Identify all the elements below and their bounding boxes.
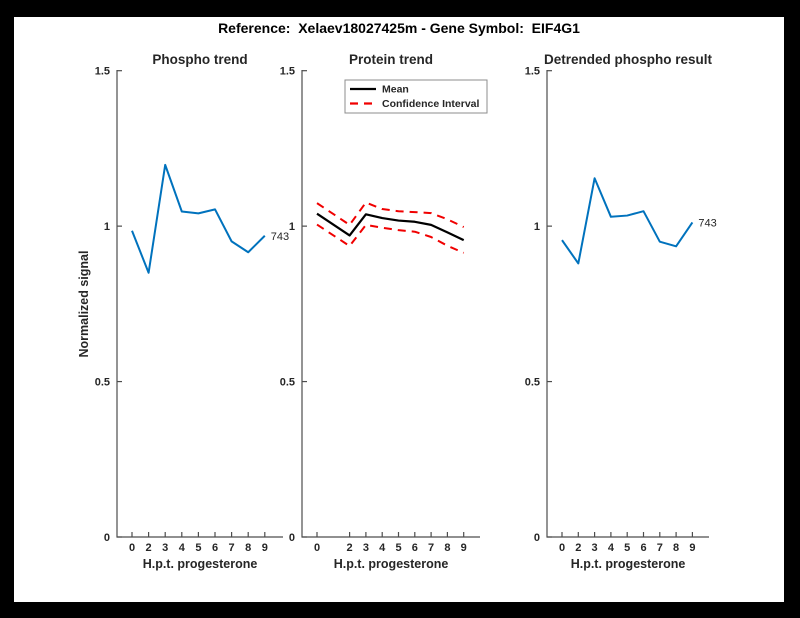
y-tick-label: 1 <box>289 221 295 233</box>
protein-trend-plot: 0 0.5 1 1.5 0 2 3 4 5 6 7 8 9 Protein trend H.p.t. pro… <box>280 52 488 571</box>
legend-confidence-interval-label: Confidence Interval <box>382 98 480 110</box>
x-tick-label: 8 <box>444 542 450 554</box>
x-tick-label: 2 <box>575 542 581 554</box>
y-tick-label: 0.5 <box>280 377 295 389</box>
y-tick-label: 0 <box>104 532 110 544</box>
x-tick-label: 3 <box>162 542 168 554</box>
x-tick-label: 0 <box>559 542 565 554</box>
x-tick-label: 0 <box>314 542 320 554</box>
x-tick-label: 2 <box>347 542 353 554</box>
y-tick-label: 1.5 <box>95 66 110 78</box>
end-label-743: 743 <box>698 217 716 229</box>
y-axis-label: Normalized signal <box>77 251 91 358</box>
y-tick-label: 1.5 <box>525 66 540 78</box>
x-tick-label: 3 <box>592 542 598 554</box>
y-tick-label: 0.5 <box>525 377 540 389</box>
figure-canvas: Reference: Xelaev18027425m - Gene Symbol… <box>14 17 784 602</box>
y-tick-label: 0 <box>289 532 295 544</box>
x-tick-label: 0 <box>129 542 135 554</box>
axis-line <box>301 70 480 538</box>
x-tick-label: 4 <box>379 542 386 554</box>
legend-box <box>344 79 488 114</box>
series-confidence-interval-upper-line <box>316 201 465 228</box>
series-detrended-phospho-line <box>561 177 694 265</box>
y-tick-label: 0.5 <box>95 377 110 389</box>
x-axis-label: H.p.t. progesterone <box>571 557 686 571</box>
axis-line <box>116 70 283 538</box>
y-tick-label: 0 <box>534 532 540 544</box>
axis-line <box>546 70 709 538</box>
plot-title: Protein trend <box>349 52 433 67</box>
x-axis-label: H.p.t. progesterone <box>334 557 449 571</box>
x-axis-label: H.p.t. progesterone <box>143 557 258 571</box>
legend-mean-label: Mean <box>382 84 409 96</box>
x-tick-label: 6 <box>640 542 646 554</box>
x-tick-label: 4 <box>179 542 186 554</box>
x-tick-label: 5 <box>195 542 201 554</box>
x-tick-label: 7 <box>657 542 663 554</box>
series-confidence-interval-lower-line <box>316 223 465 254</box>
y-tick-label: 1 <box>104 221 110 233</box>
x-tick-label: 7 <box>428 542 434 554</box>
y-tick-label: 1 <box>534 221 540 233</box>
x-tick-label: 8 <box>673 542 679 554</box>
x-tick-label: 5 <box>395 542 401 554</box>
plot-title: Detrended phospho result <box>544 52 713 67</box>
x-tick-label: 9 <box>262 542 268 554</box>
x-tick-label: 8 <box>245 542 251 554</box>
plot-title: Phospho trend <box>152 52 247 67</box>
x-tick-label: 2 <box>146 542 152 554</box>
series-phospho-line <box>131 163 266 274</box>
y-tick-label: 1.5 <box>280 66 295 78</box>
x-tick-label: 3 <box>363 542 369 554</box>
x-tick-label: 7 <box>229 542 235 554</box>
end-label-743: 743 <box>271 231 289 243</box>
x-tick-label: 6 <box>412 542 418 554</box>
x-tick-label: 6 <box>212 542 218 554</box>
series-mean-line <box>316 212 465 242</box>
x-tick-label: 9 <box>689 542 695 554</box>
x-tick-label: 5 <box>624 542 630 554</box>
x-tick-label: 4 <box>608 542 615 554</box>
figure-title: Reference: Xelaev18027425m - Gene Symbol… <box>218 20 580 36</box>
x-tick-label: 9 <box>461 542 467 554</box>
